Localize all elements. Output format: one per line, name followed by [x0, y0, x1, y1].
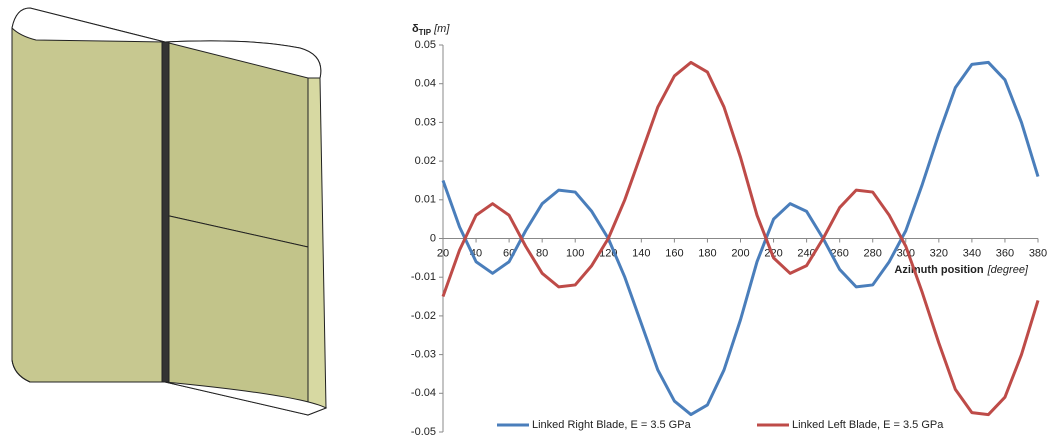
x-tick-label: 140: [632, 247, 650, 259]
x-tick-label: 20: [437, 247, 449, 259]
y-tick-label: 0: [430, 232, 436, 244]
x-tick-label: 160: [665, 247, 683, 259]
x-tick-label: 380: [1029, 247, 1047, 259]
y-tick-label: -0.02: [411, 310, 436, 322]
y-tick-label: -0.04: [411, 387, 436, 399]
y-title-unit: [m]: [433, 23, 450, 35]
y-axis-title: δTIP[m]: [412, 23, 450, 37]
legend-label: Linked Right Blade, E = 3.5 GPa: [532, 419, 692, 431]
turbine-drawing: [12, 8, 326, 415]
y-tick-label: -0.03: [411, 349, 436, 361]
x-tick-label: 360: [996, 247, 1014, 259]
x-tick-label: 280: [864, 247, 882, 259]
y-tick-label: -0.01: [411, 271, 436, 283]
x-tick-label: 80: [536, 247, 548, 259]
y-tick-label: 0.05: [415, 39, 436, 51]
y-tick-label: 0.02: [415, 155, 436, 167]
legend-label: Linked Left Blade, E = 3.5 GPa: [792, 419, 944, 431]
x-tick-label: 320: [930, 247, 948, 259]
y-tick-label: 0.04: [415, 78, 436, 90]
x-tick-label: 340: [963, 247, 981, 259]
x-tick-label: 200: [731, 247, 749, 259]
y-tick-label: 0.01: [415, 194, 436, 206]
x-tick-label: 100: [566, 247, 584, 259]
y-tick-label: -0.05: [411, 426, 436, 438]
y-tick-label: 0.03: [415, 116, 436, 128]
x-title-unit: [degree]: [987, 264, 1029, 276]
y-title-subscript: TIP: [419, 28, 432, 37]
figure: -0.05 -0.04 -0.03 -0.02 -0.01 0 0.01 0.02 0.03 0.…: [0, 0, 1060, 447]
x-tick-label: 180: [698, 247, 716, 259]
x-title-text: Azimuth position: [894, 264, 983, 276]
